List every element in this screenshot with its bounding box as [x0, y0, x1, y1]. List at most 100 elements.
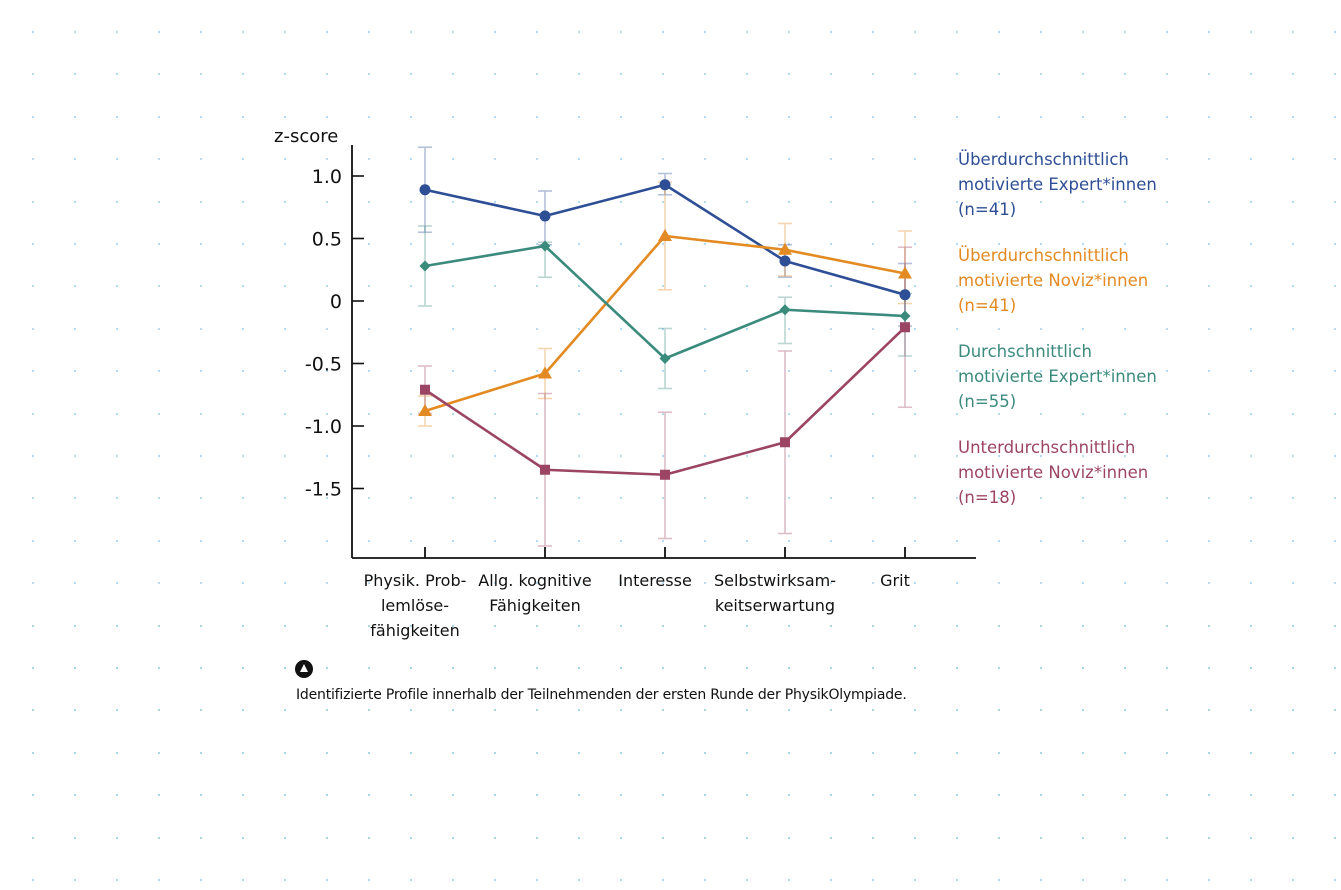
- bg-dot: [1124, 837, 1126, 839]
- bg-dot: [1124, 709, 1126, 711]
- bg-dot: [32, 667, 34, 669]
- bg-dot: [1334, 540, 1336, 542]
- bg-dot: [74, 328, 76, 330]
- bg-dot: [410, 455, 412, 457]
- bg-dot: [1208, 370, 1210, 372]
- bg-dot: [200, 116, 202, 118]
- y-axis-label: z-score: [274, 126, 338, 147]
- bg-dot: [620, 540, 622, 542]
- bg-dot: [956, 497, 958, 499]
- bg-dot: [788, 709, 790, 711]
- data-point: [419, 184, 431, 196]
- bg-dot: [788, 540, 790, 542]
- bg-dot: [368, 31, 370, 33]
- legend-text: Unterdurchschnittlich: [958, 438, 1136, 457]
- bg-dot: [116, 201, 118, 203]
- bg-dot: [998, 31, 1000, 33]
- bg-dot: [410, 752, 412, 754]
- bg-dot: [788, 285, 790, 287]
- x-tick-label: Fähigkeiten: [489, 596, 581, 615]
- bg-dot: [620, 667, 622, 669]
- bg-dot: [704, 625, 706, 627]
- bg-dot: [410, 31, 412, 33]
- bg-dot: [578, 158, 580, 160]
- bg-dot: [284, 625, 286, 627]
- bg-dot: [1082, 879, 1084, 881]
- bg-dot: [368, 116, 370, 118]
- bg-dot: [1124, 201, 1126, 203]
- bg-dot: [914, 201, 916, 203]
- bg-dot: [662, 625, 664, 627]
- bg-dot: [956, 582, 958, 584]
- bg-dot: [536, 243, 538, 245]
- bg-dot: [32, 879, 34, 881]
- bg-dot: [746, 370, 748, 372]
- bg-dot: [1124, 370, 1126, 372]
- bg-dot: [452, 243, 454, 245]
- bg-dot: [32, 837, 34, 839]
- bg-dot: [32, 540, 34, 542]
- bg-dot: [74, 413, 76, 415]
- bg-dot: [1166, 752, 1168, 754]
- data-point: [539, 240, 551, 252]
- bg-dot: [536, 73, 538, 75]
- bg-dot: [956, 158, 958, 160]
- bg-dot: [200, 667, 202, 669]
- bg-dot: [284, 73, 286, 75]
- bg-dot: [872, 116, 874, 118]
- bg-dot: [326, 837, 328, 839]
- bg-dot: [1124, 582, 1126, 584]
- bg-dot: [32, 625, 34, 627]
- bg-dot: [326, 201, 328, 203]
- bg-dot: [1124, 158, 1126, 160]
- bg-dot: [368, 837, 370, 839]
- bg-dot: [662, 709, 664, 711]
- bg-dot: [578, 285, 580, 287]
- bg-dot: [872, 625, 874, 627]
- bg-dot: [872, 497, 874, 499]
- bg-dot: [704, 158, 706, 160]
- bg-dot: [914, 455, 916, 457]
- bg-dot: [1040, 328, 1042, 330]
- bg-dot: [410, 667, 412, 669]
- bg-dot: [158, 667, 160, 669]
- bg-dot: [1082, 116, 1084, 118]
- bg-dot: [1040, 752, 1042, 754]
- bg-dot: [368, 667, 370, 669]
- bg-dot: [1166, 709, 1168, 711]
- bg-dot: [242, 413, 244, 415]
- bg-dot: [620, 837, 622, 839]
- bg-dot: [830, 201, 832, 203]
- bg-dot: [1082, 667, 1084, 669]
- bg-dot: [200, 73, 202, 75]
- bg-dot: [116, 328, 118, 330]
- bg-dot: [704, 794, 706, 796]
- bg-dot: [242, 879, 244, 881]
- legend-text: motivierte Expert*innen: [958, 175, 1157, 194]
- bg-dot: [410, 837, 412, 839]
- x-tick-label: fähigkeiten: [370, 621, 459, 640]
- bg-dot: [284, 879, 286, 881]
- bg-dot: [704, 73, 706, 75]
- bg-dot: [1292, 667, 1294, 669]
- bg-dot: [158, 497, 160, 499]
- bg-dot: [116, 540, 118, 542]
- bg-dot: [116, 158, 118, 160]
- data-point: [538, 366, 552, 379]
- bg-dot: [200, 837, 202, 839]
- bg-dot: [1334, 879, 1336, 881]
- bg-dot: [872, 837, 874, 839]
- bg-dot: [452, 582, 454, 584]
- bg-dot: [578, 540, 580, 542]
- bg-dot: [830, 625, 832, 627]
- bg-dot: [1082, 243, 1084, 245]
- bg-dot: [368, 455, 370, 457]
- bg-dot: [200, 328, 202, 330]
- bg-dot: [620, 625, 622, 627]
- bg-dot: [32, 794, 34, 796]
- bg-dot: [956, 31, 958, 33]
- bg-dot: [1334, 31, 1336, 33]
- bg-dot: [1124, 752, 1126, 754]
- bg-dot: [956, 73, 958, 75]
